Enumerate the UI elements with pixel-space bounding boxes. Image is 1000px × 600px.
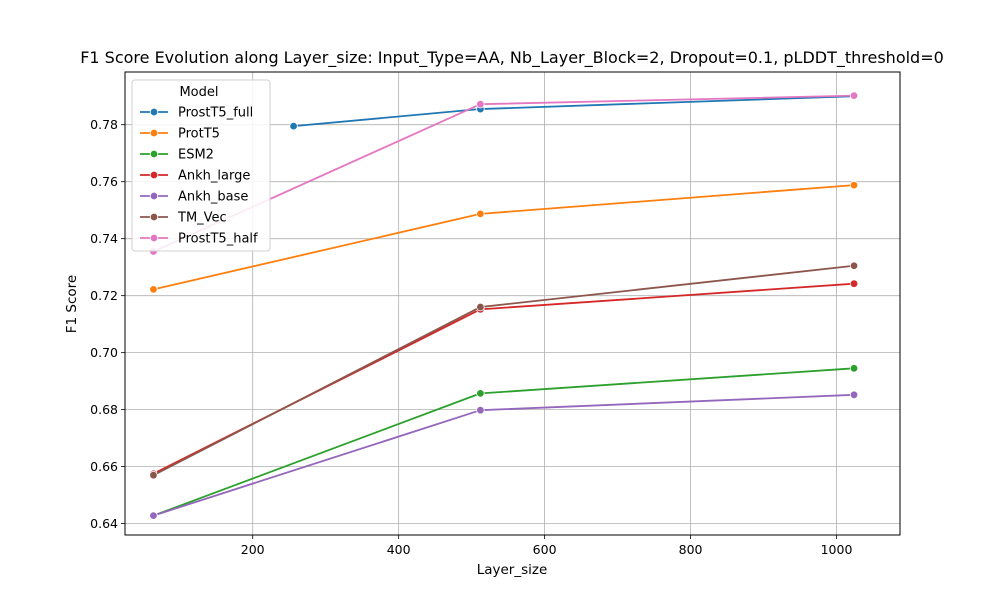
legend-item-tm-vec: TM_Vec (140, 211, 227, 226)
legend: Model ProstT5_full ProtT5 ESM2 Ankh_large An… (131, 79, 271, 252)
legend-label: ESM2 (178, 148, 214, 163)
legend-marker (149, 149, 159, 159)
data-point-esm2 (476, 389, 485, 398)
data-point-prott5 (149, 285, 158, 294)
legend-item-prostt5-half: ProstT5_half (140, 232, 258, 247)
series-line-ankh-large (153, 282, 855, 475)
legend-item-esm2: ESM2 (140, 148, 214, 163)
y-tick-label: 0.76 (90, 174, 118, 189)
legend-label: ProstT5_full (178, 106, 253, 121)
legend-marker (149, 107, 159, 117)
legend-item-prott5: ProtT5 (140, 127, 220, 142)
legend-item-prostt5-full: ProstT5_full (140, 106, 253, 121)
y-tick-label: 0.68 (90, 402, 118, 417)
data-point-prostt5-half (476, 99, 485, 109)
plot-frame (124, 71, 901, 536)
series-group (149, 91, 859, 520)
y-tick-label: 0.66 (90, 459, 118, 474)
data-point-esm2 (849, 364, 859, 373)
series-line-prostt5-full (293, 95, 855, 128)
series-esm2 (149, 364, 859, 520)
data-point-ankh-base (476, 406, 485, 415)
x-tick-label: 600 (533, 542, 557, 557)
x-tick-label: 1000 (821, 542, 853, 557)
legend-box (131, 79, 271, 252)
legend-label: ProtT5 (178, 127, 220, 142)
legend-marker (149, 212, 159, 222)
legend-label: Ankh_large (178, 169, 250, 184)
legend-marker (149, 128, 159, 138)
data-point-ankh-base (849, 390, 859, 400)
y-axis-label: F1 Score (64, 275, 80, 333)
x-axis-ticks: 200 400 600 800 1000 (241, 535, 853, 557)
legend-marker (149, 170, 159, 180)
legend-title: Model (179, 85, 218, 100)
series-line-ankh-base (153, 393, 855, 517)
data-point-prostt5-full (289, 121, 298, 131)
x-axis-label: Layer_size (477, 562, 548, 578)
legend-item-ankh-base: Ankh_base (140, 190, 248, 205)
data-point-ankh-large (849, 279, 859, 288)
x-tick-label: 200 (241, 542, 265, 557)
series-ankh-large (149, 279, 859, 478)
legend-items: ProstT5_full ProtT5 ESM2 Ankh_large Ankh_bas… (140, 106, 258, 247)
data-point-prostt5-half (849, 91, 859, 100)
x-tick-label: 800 (679, 542, 703, 557)
data-point-prott5 (476, 209, 485, 219)
y-tick-label: 0.74 (90, 231, 118, 246)
y-axis-ticks: 0.64 0.66 0.68 0.70 0.72 0.74 0.76 0.78 (90, 117, 125, 531)
y-tick-label: 0.64 (90, 516, 118, 531)
series-tm-vec (149, 261, 859, 480)
legend-marker (149, 191, 159, 201)
y-tick-label: 0.78 (90, 117, 118, 132)
legend-label: ProstT5_half (178, 232, 258, 247)
legend-item-ankh-large: Ankh_large (140, 169, 250, 184)
y-tick-label: 0.72 (90, 288, 118, 303)
data-point-tm-vec (476, 302, 485, 312)
data-point-prott5 (849, 180, 859, 190)
series-line-tm-vec (153, 264, 855, 476)
legend-label: TM_Vec (177, 211, 227, 226)
series-ankh-base (149, 390, 859, 520)
series-line-esm2 (153, 367, 855, 517)
legend-label: Ankh_base (178, 190, 248, 205)
x-tick-label: 400 (387, 542, 411, 557)
y-tick-label: 0.70 (90, 345, 118, 360)
data-point-tm-vec (149, 470, 158, 480)
legend-marker (149, 233, 159, 243)
data-point-ankh-base (149, 511, 158, 520)
data-point-tm-vec (849, 261, 859, 270)
series-prott5 (149, 180, 859, 294)
chart-title: F1 Score Evolution along Layer_size: Inp… (80, 48, 944, 68)
